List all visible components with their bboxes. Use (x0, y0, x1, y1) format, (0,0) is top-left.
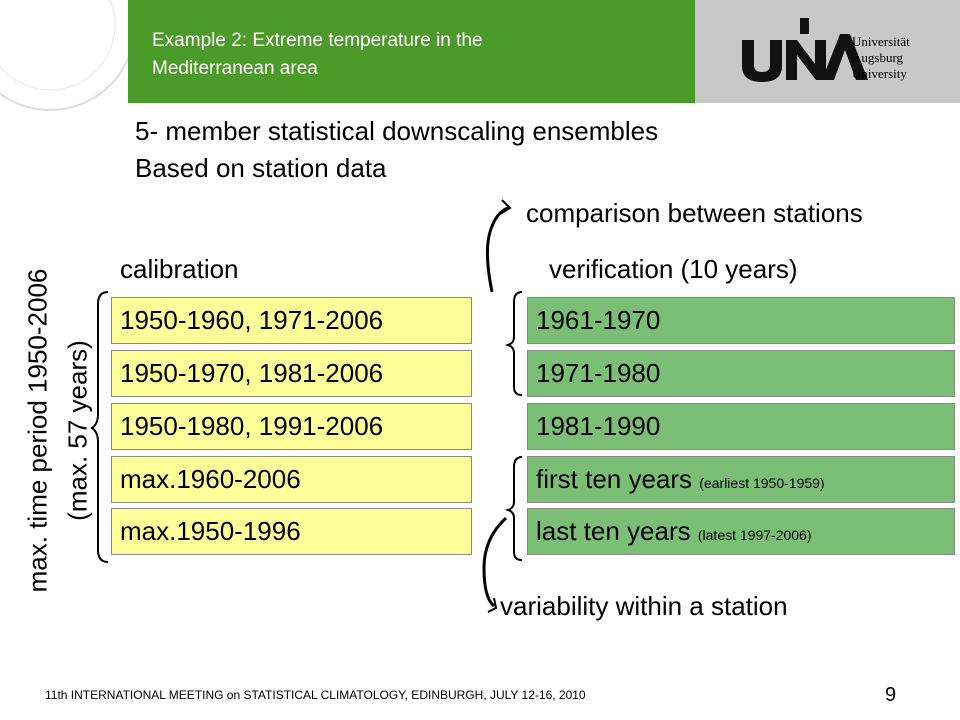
row-text: last ten years (536, 516, 691, 546)
annotation: comparison between stations (526, 198, 863, 228)
logo-text: Augsburg (852, 50, 904, 65)
footer: 11th INTERNATIONAL MEETING on STATISTICA… (45, 688, 586, 702)
verification-row: last ten years (latest 1997-2006) (527, 508, 955, 555)
calibration-row: max.1960-2006 (111, 456, 472, 503)
row-note: (latest 1997-2006) (697, 527, 812, 543)
verification-row: 1971-1980 (527, 350, 955, 397)
calibration-row: max.1950-1996 (111, 508, 472, 555)
logo-panel (695, 0, 960, 103)
braces (90, 291, 523, 563)
calibration-row: 1950-1970, 1981-2006 (111, 350, 472, 397)
calibration-row: 1950-1980, 1991-2006 (111, 403, 472, 450)
header-title: Example 2: Extreme temperature in the (152, 30, 483, 51)
subtitle: 5- member statistical downscaling ensemb… (135, 116, 659, 146)
logo-text: Universität (852, 34, 910, 49)
subtitle: Based on station data (135, 153, 387, 183)
calibration-row: 1950-1960, 1971-2006 (111, 297, 472, 344)
row-note: (earliest 1950-1959) (699, 475, 825, 491)
period-label: (max. 57 years) (62, 340, 93, 521)
row-text: first ten years (536, 464, 693, 494)
logo-mark (742, 18, 868, 82)
column-heading: verification (10 years) (549, 254, 798, 284)
column-heading: calibration (120, 254, 239, 284)
logo-text: University (852, 66, 907, 81)
annotation: variability within a station (500, 591, 788, 621)
header-bar (128, 0, 695, 103)
header-title: Mediterranean area (152, 58, 318, 79)
verification-row: 1981-1990 (527, 403, 955, 450)
arrows (482, 199, 512, 613)
row-text: 1971-1980 (536, 358, 661, 388)
row-text: 1961-1970 (536, 305, 661, 335)
seal-inner (0, 0, 116, 91)
row-text: 1981-1990 (536, 411, 661, 441)
verification-row: 1961-1970 (527, 297, 955, 344)
period-label: max. time period 1950-2006 (22, 268, 53, 593)
verification-row: first ten years (earliest 1950-1959) (527, 456, 955, 503)
page-number: 9 (885, 684, 897, 706)
